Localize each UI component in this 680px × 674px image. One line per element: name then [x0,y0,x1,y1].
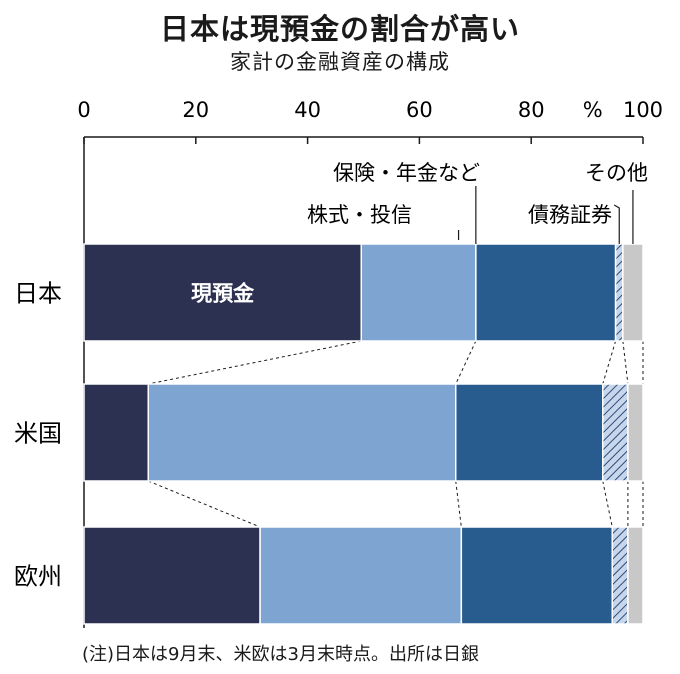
bar-segment-other [627,526,644,625]
x-tick-label: 80 [518,98,545,122]
bar-segment-insurance [454,383,604,482]
chart-subtitle: 家計の金融資産の構成 [230,50,450,74]
callout-leader [613,204,620,244]
category-label: 日本 [14,280,62,308]
bar-segment-cash [83,526,261,625]
series-callout-label: 保険・年金など [333,161,480,185]
bar-segment-cash [83,383,150,482]
connector-line [602,340,617,385]
x-tick-label: 100 [623,98,663,122]
bar-segment-bonds [611,526,629,625]
category-label: 米国 [14,420,62,448]
series-callout-label: その他 [585,161,648,185]
x-tick-label: 0 [77,98,90,122]
bar-segment-insurance [460,526,614,625]
bar-segment-insurance [475,243,617,342]
chart-title: 日本は現預金の割合が高い [159,12,520,46]
connector-line [148,480,261,528]
connector-line [148,340,362,385]
footnote: (注)日本は9月末、米欧は3月末時点。出所は日銀 [82,644,479,665]
series-callout-label: 株式・投信 [307,203,412,227]
connector-line [455,340,477,385]
x-tick-label: 60 [406,98,433,122]
connector-line [622,340,629,385]
bar-segment-other [627,383,644,482]
bar-segment-bonds [614,243,624,342]
x-axis-unit: % [583,98,603,122]
bar-segment-stocks [259,526,463,625]
category-label: 欧州 [14,563,62,591]
bar-segment-stocks [147,383,457,482]
bar-segment-cash [83,243,363,342]
connector-line [455,480,462,528]
x-tick-label: 40 [294,98,321,122]
bar-segment-other [622,243,644,342]
series-callout-label: 債務証券 [528,203,612,227]
bar-segment-stocks [360,243,477,342]
bar-segment-bonds [602,383,629,482]
connector-line [602,480,613,528]
in-bar-label: 現預金 [191,282,255,306]
x-tick-label: 20 [182,98,209,122]
